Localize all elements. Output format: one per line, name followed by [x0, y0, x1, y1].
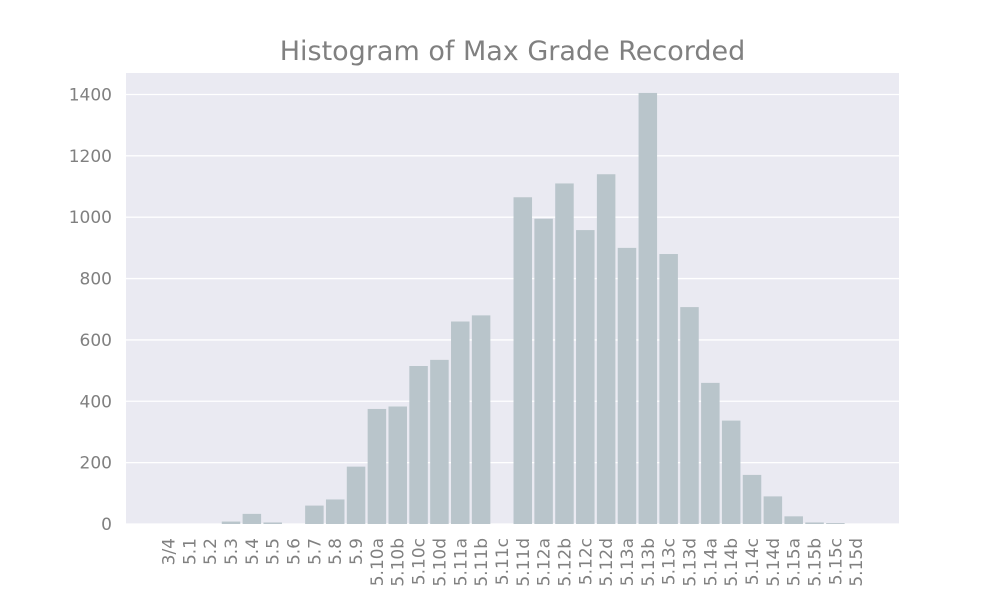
x-tick-label: 5.3	[222, 538, 242, 565]
y-tick-label: 800	[80, 270, 112, 290]
x-tick-label: 5.14d	[764, 538, 784, 587]
y-tick-label: 400	[80, 392, 112, 412]
y-tick-label: 600	[80, 331, 112, 351]
bar	[430, 359, 449, 524]
x-tick-label: 5.8	[326, 538, 346, 565]
x-tick-label: 5.13a	[618, 538, 638, 586]
grid-lines	[126, 93, 899, 525]
bar	[451, 321, 470, 524]
x-tick-label: 5.13b	[639, 538, 659, 587]
y-tick-label: 1400	[69, 85, 112, 105]
y-tick-label: 1200	[69, 147, 112, 167]
bar	[721, 420, 741, 524]
x-tick-label: 5.1	[180, 538, 200, 565]
y-tick-label: 1000	[69, 208, 112, 228]
x-tick-label: 5.13d	[681, 538, 701, 587]
bar	[513, 197, 533, 524]
x-axis-ticks: 3/4 5.1 5.2 5.3 5.4 5.5 5.6 5.7 5.8 5.9 5.10a 5.10b…	[160, 538, 868, 587]
x-tick-label: 5.12c	[576, 538, 596, 585]
bar	[576, 230, 595, 524]
x-tick-label: 5.13c	[660, 538, 680, 585]
x-tick-label: 5.11b	[472, 538, 492, 587]
x-tick-label: 5.10d	[430, 538, 450, 587]
bar	[784, 516, 803, 524]
x-tick-label: 5.14c	[743, 538, 763, 585]
y-tick-label: 200	[80, 454, 112, 474]
y-tick-label: 0	[101, 515, 112, 535]
bar	[638, 92, 658, 525]
bar	[534, 218, 553, 524]
x-tick-label: 5.15b	[806, 538, 826, 587]
bar	[555, 183, 574, 524]
bar	[263, 522, 282, 524]
x-tick-label: 5.15c	[826, 538, 846, 585]
bar	[596, 174, 616, 524]
bar	[763, 496, 783, 524]
x-tick-label: 5.14a	[701, 538, 721, 586]
bar	[659, 254, 678, 524]
x-tick-label: 5.6	[285, 538, 305, 565]
bar	[701, 382, 720, 524]
chart-title: Histogram of Max Grade Recorded	[279, 36, 746, 67]
x-tick-label: 5.12d	[597, 538, 617, 587]
x-tick-label: 5.11d	[514, 538, 534, 587]
bar	[742, 474, 762, 524]
bar	[471, 315, 491, 524]
x-tick-label: 5.10b	[389, 538, 409, 587]
bar	[221, 521, 241, 524]
bar	[617, 247, 637, 524]
x-tick-label: 5.2	[201, 538, 221, 565]
x-tick-label: 5.5	[264, 538, 284, 565]
x-tick-label: 5.15a	[785, 538, 805, 586]
x-tick-label: 5.11a	[451, 538, 471, 586]
bar	[305, 505, 324, 524]
bar	[680, 307, 699, 524]
plot-area	[126, 73, 899, 524]
x-tick-label: 5.15d	[847, 538, 867, 587]
x-tick-label: 5.9	[347, 538, 367, 565]
x-tick-label: 5.12b	[555, 538, 575, 587]
x-tick-label: 5.11c	[493, 538, 513, 585]
bar	[409, 365, 428, 524]
bar	[325, 499, 345, 524]
bar	[346, 466, 366, 524]
bar	[242, 513, 262, 524]
bar	[826, 523, 845, 524]
x-tick-label: 5.7	[305, 538, 325, 565]
y-axis-ticks: 0 200 400 600 800 1000 1200 1400	[69, 85, 112, 535]
bar	[388, 406, 407, 524]
x-tick-label: 5.10c	[410, 538, 430, 585]
x-tick-label: 5.4	[243, 538, 263, 565]
bar	[367, 408, 387, 524]
bar	[805, 522, 824, 524]
x-tick-label: 5.12a	[535, 538, 555, 586]
bars	[221, 92, 845, 525]
x-tick-label: 5.10a	[368, 538, 388, 586]
x-tick-label: 5.14b	[722, 538, 742, 587]
x-tick-label: 3/4	[160, 538, 180, 565]
